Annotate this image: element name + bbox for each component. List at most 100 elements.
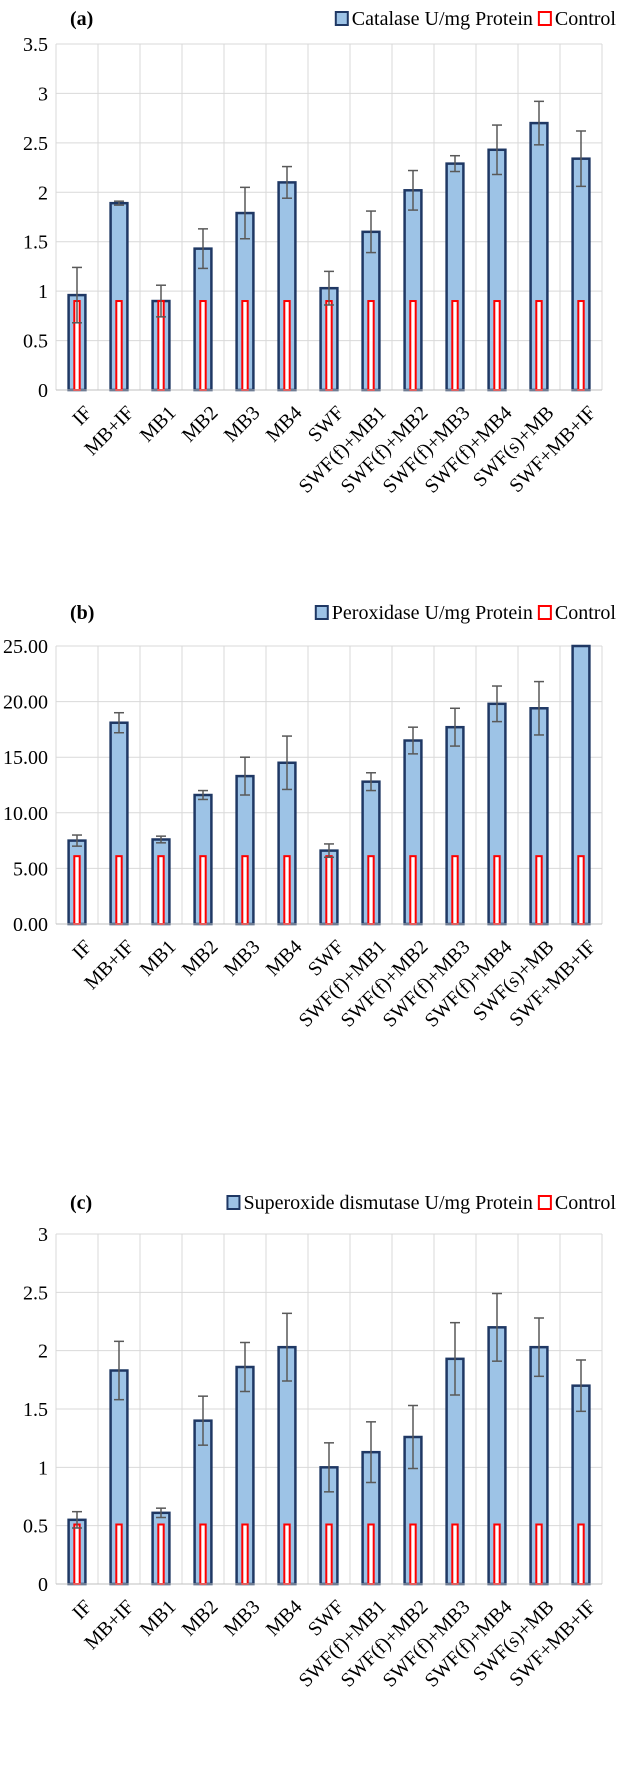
error-bar [282, 735, 292, 791]
bar-control [451, 1523, 459, 1585]
legend: Control Catalase U/mg Protein [334, 8, 617, 30]
bar-control [199, 300, 207, 391]
legend-swatch-main [314, 605, 329, 620]
x-tick-label: MB4 [262, 936, 307, 981]
bar-control [493, 300, 501, 391]
bar-control [409, 855, 417, 925]
y-tick-label: 0.00 [13, 914, 48, 936]
error-bar [324, 1442, 334, 1493]
bar-control [493, 855, 501, 925]
x-tick-label: MB1 [136, 1596, 181, 1641]
panel-label: (a) [70, 8, 93, 30]
error-bar [408, 169, 418, 211]
bar-control [577, 855, 585, 925]
y-tick-label: 15.00 [3, 747, 48, 769]
legend-swatch-control [537, 11, 552, 26]
chart-panel-b: 0.00 5.00 10.00 15.00 20.00 25.00 IF MB+IF MB1 MB… [0, 590, 621, 1150]
error-bar [534, 680, 544, 736]
y-tick-label: 3 [38, 83, 48, 105]
bar-control [535, 855, 543, 925]
error-bar [492, 124, 502, 176]
error-bar [366, 210, 376, 254]
bar-control [535, 1523, 543, 1585]
x-tick-label: MB1 [136, 402, 181, 447]
y-tick-label: 10.00 [3, 803, 48, 825]
bar-control [73, 1523, 81, 1585]
error-bar [240, 186, 250, 240]
error-bar [282, 1312, 292, 1382]
y-tick-label: 0 [38, 1574, 48, 1596]
x-tick-label: MB2 [178, 936, 223, 981]
legend-label-main: Catalase U/mg Protein [352, 8, 533, 30]
panel-label: (c) [70, 1192, 92, 1214]
error-bar [492, 685, 502, 723]
x-tick-label: MB4 [262, 1596, 307, 1641]
error-bar [240, 1341, 250, 1393]
legend-swatch-main [226, 1195, 241, 1210]
y-tick-label: 2.5 [23, 133, 48, 155]
bar-control [241, 855, 249, 925]
bar-control [325, 300, 333, 391]
chart-panel-a: 0 0.5 1 1.5 2 2.5 3 3.5 IF MB+IF MB1 MB2 MB3 MB4 SWF SW… [0, 0, 621, 560]
error-bar [198, 1395, 208, 1446]
error-bar [408, 726, 418, 755]
bar-control [115, 1523, 123, 1585]
error-bar [324, 843, 334, 859]
bar-control [199, 1523, 207, 1585]
error-bar [114, 711, 124, 734]
chart-svg-1: 0.005.0010.0015.0020.0025.00IFMB+IFMB1MB… [3, 602, 617, 1032]
error-bar [72, 1510, 82, 1529]
legend-label-control: Control [555, 602, 617, 624]
x-tick-label: MB1 [136, 936, 181, 981]
error-bar [450, 707, 460, 747]
bar-control [241, 1523, 249, 1585]
chart-panel-c: 0 0.5 1 1.5 2 2.5 3 IF MB+IF MB1 MB2 MB3 MB4 SWF SWF(f… [0, 1180, 621, 1740]
error-bar [72, 266, 82, 324]
y-tick-label: 25.00 [3, 636, 48, 658]
bar-control [325, 855, 333, 925]
bar-control [283, 1523, 291, 1585]
x-tick-label: IF [68, 936, 96, 964]
error-bar [576, 130, 586, 188]
x-tick-label: MB4 [262, 402, 307, 447]
y-tick-label: 0.5 [23, 331, 48, 353]
error-bar [408, 1404, 418, 1470]
bar-control [577, 300, 585, 391]
y-tick-label: 3 [38, 1224, 48, 1246]
bar-control [451, 855, 459, 925]
legend-label-control: Control [555, 1192, 617, 1214]
y-tick-label: 5.00 [13, 858, 48, 880]
error-bar [366, 1421, 376, 1484]
legend-label-control: Control [555, 8, 617, 30]
bar-control [115, 855, 123, 925]
error-bar [576, 1359, 586, 1413]
bar-control [283, 855, 291, 925]
error-bar [282, 165, 292, 199]
y-tick-label: 20.00 [3, 692, 48, 714]
bar-control [367, 1523, 375, 1585]
y-tick-label: 0 [38, 380, 48, 402]
legend-label-main: Peroxidase U/mg Protein [332, 602, 533, 624]
y-tick-label: 1.5 [23, 232, 48, 254]
legend-swatch-control [537, 1195, 552, 1210]
error-bar [534, 1317, 544, 1378]
legend: Control Peroxidase U/mg Protein [314, 602, 617, 624]
x-tick-label: IF [68, 1596, 96, 1624]
y-tick-label: 1 [38, 281, 48, 303]
bar-control [451, 300, 459, 391]
error-bar [114, 1340, 124, 1401]
y-tick-label: 1 [38, 1457, 48, 1479]
bar-control [157, 1523, 165, 1585]
error-bar [366, 772, 376, 792]
bar-control [577, 1523, 585, 1585]
error-bar [324, 270, 334, 306]
bar-control [241, 300, 249, 391]
error-bar [240, 756, 250, 796]
bar-control [367, 855, 375, 925]
panel-label: (b) [70, 602, 94, 624]
bar-control [367, 300, 375, 391]
x-tick-label: MB2 [178, 402, 223, 447]
error-bar [198, 228, 208, 270]
bar-control [73, 855, 81, 925]
